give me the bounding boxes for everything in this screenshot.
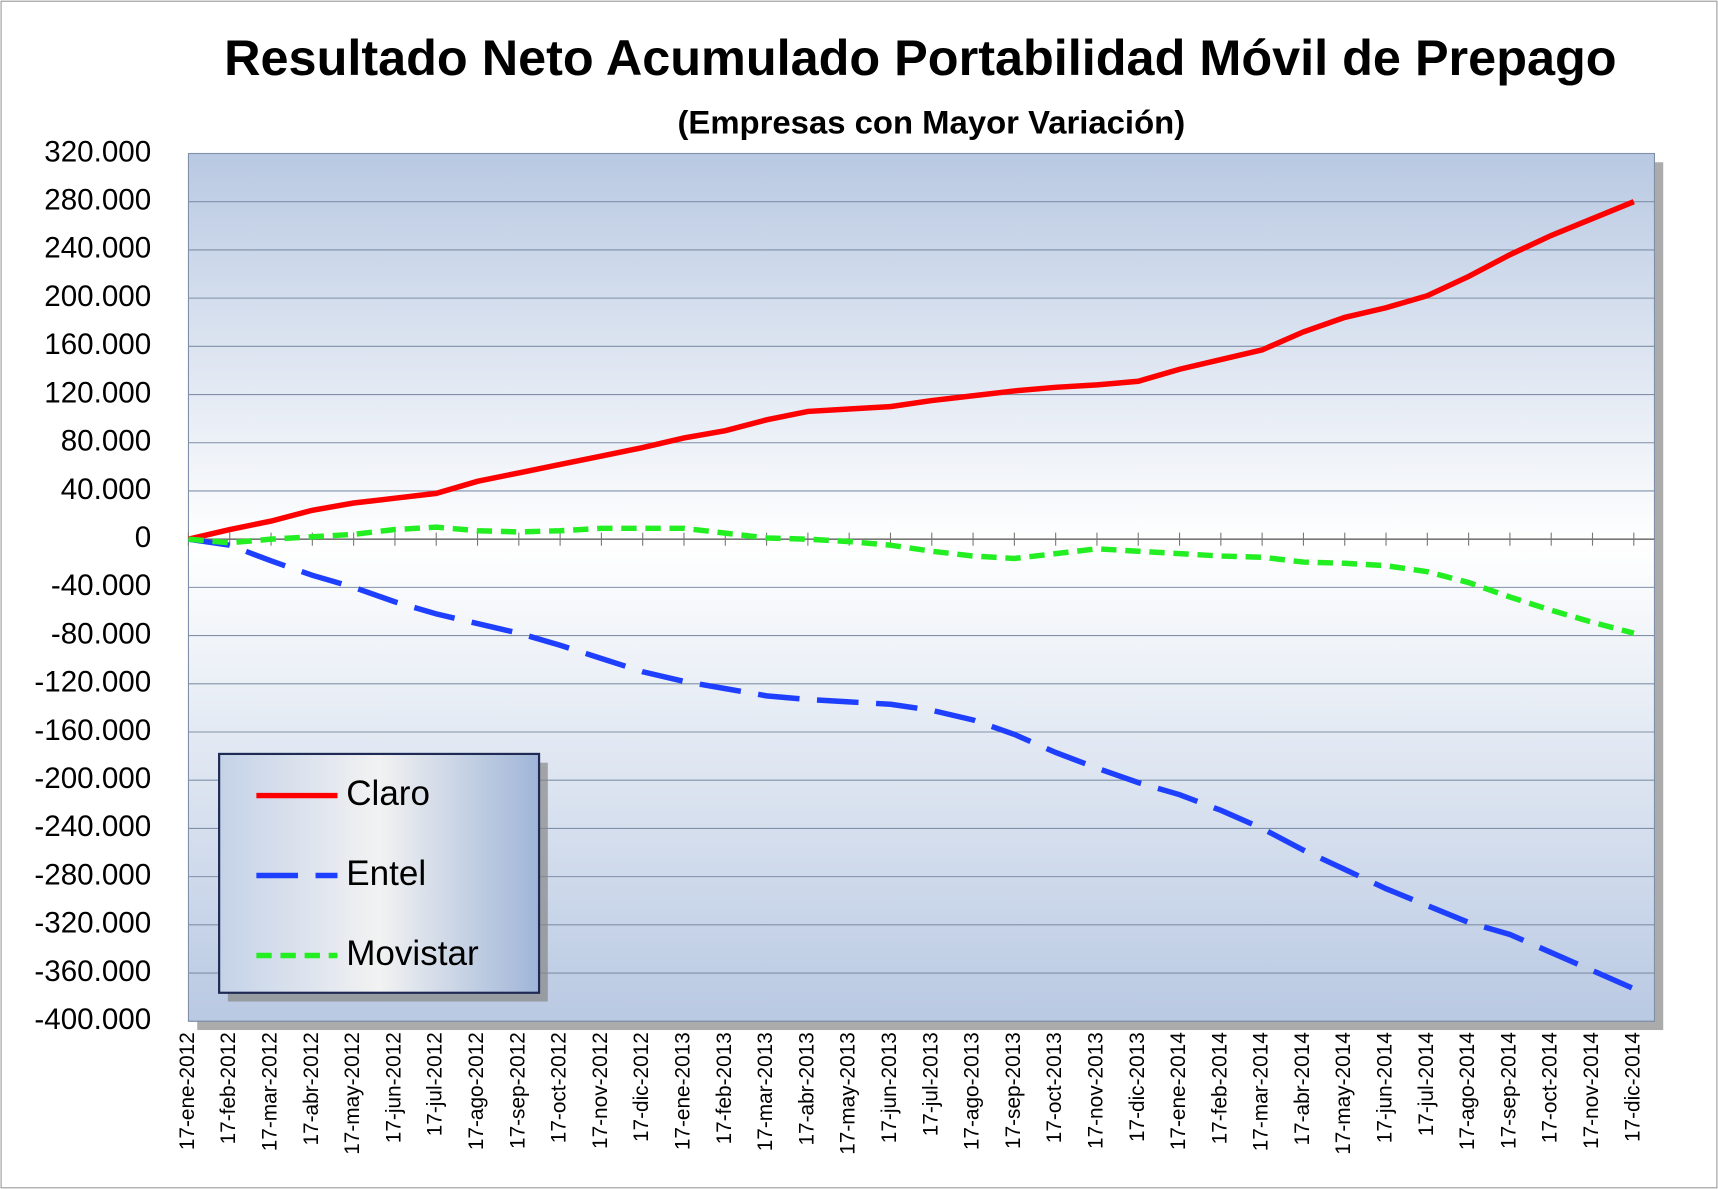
- x-tick-label: 17-ene-2014: [1167, 1032, 1190, 1150]
- x-tick-label: 17-abr-2012: [300, 1032, 323, 1145]
- x-tick-label: 17-ago-2013: [961, 1032, 984, 1150]
- legend-label: Movistar: [346, 934, 479, 973]
- y-tick-label: -120.000: [34, 666, 151, 699]
- y-tick-label: -40.000: [51, 569, 151, 602]
- x-tick-label: 17-sep-2012: [506, 1032, 529, 1149]
- x-tick-label: 17-may-2013: [837, 1032, 860, 1155]
- series-line: [187, 199, 1635, 542]
- y-tick-label: -360.000: [34, 955, 151, 988]
- y-tick-label: 160.000: [44, 328, 151, 361]
- chart-subtitle: (Empresas con Mayor Variación): [677, 104, 1185, 141]
- x-tick-label: 17-dic-2014: [1621, 1032, 1644, 1142]
- series-line: [188, 524, 1635, 636]
- y-tick-label: 0: [135, 521, 151, 554]
- y-tick-label: 280.000: [44, 184, 151, 217]
- y-tick-label: -320.000: [34, 907, 151, 940]
- x-tick-label: 17-feb-2012: [217, 1032, 240, 1144]
- x-tick-label: 17-ene-2012: [176, 1032, 199, 1150]
- x-tick-label: 17-dic-2013: [1126, 1032, 1149, 1142]
- x-tick-label: 17-oct-2014: [1539, 1032, 1562, 1143]
- x-tick-label: 17-ene-2013: [672, 1032, 695, 1150]
- y-tick-label: -240.000: [34, 810, 151, 843]
- y-tick-label: -160.000: [34, 714, 151, 747]
- legend-label: Claro: [346, 774, 430, 813]
- x-tick-label: 17-ago-2012: [465, 1032, 488, 1150]
- x-tick-label: 17-sep-2014: [1497, 1032, 1520, 1149]
- x-tick-label: 17-mar-2013: [754, 1032, 777, 1151]
- x-tick-label: 17-jun-2014: [1374, 1032, 1397, 1143]
- x-tick-label: 17-sep-2013: [1002, 1032, 1025, 1149]
- x-tick-label: 17-nov-2013: [1084, 1032, 1107, 1149]
- x-tick-label: 17-oct-2012: [548, 1032, 571, 1143]
- y-tick-label: -80.000: [51, 617, 151, 650]
- y-tick-label: 320.000: [44, 135, 151, 168]
- x-tick-label: 17-abr-2013: [795, 1032, 818, 1145]
- chart-title: Resultado Neto Acumulado Portabilidad Mó…: [224, 29, 1616, 86]
- x-tick-label: 17-dic-2012: [630, 1032, 653, 1142]
- x-tick-label: 17-may-2012: [341, 1032, 364, 1155]
- y-tick-label: -280.000: [34, 858, 151, 891]
- x-tick-label: 17-feb-2014: [1208, 1032, 1231, 1144]
- x-tick-label: 17-jul-2012: [424, 1032, 447, 1136]
- x-tick-label: 17-oct-2013: [1043, 1032, 1066, 1143]
- y-tick-label: 200.000: [44, 280, 151, 313]
- y-tick-label: 40.000: [61, 473, 151, 506]
- x-tick-label: 17-abr-2014: [1291, 1032, 1314, 1145]
- x-tick-label: 17-jul-2013: [919, 1032, 942, 1136]
- legend-label: Entel: [346, 854, 426, 893]
- series-line: [188, 536, 1635, 992]
- x-tick-label: 17-nov-2014: [1580, 1032, 1603, 1149]
- y-tick-label: -400.000: [34, 1003, 151, 1036]
- x-tick-label: 17-jun-2013: [878, 1032, 901, 1143]
- x-tick-label: 17-jul-2014: [1415, 1032, 1438, 1136]
- y-tick-label: 80.000: [61, 425, 151, 458]
- x-tick-label: 17-feb-2013: [713, 1032, 736, 1144]
- x-tick-label: 17-mar-2014: [1250, 1032, 1273, 1151]
- x-tick-label: 17-mar-2012: [259, 1032, 282, 1151]
- y-tick-label: 240.000: [44, 232, 151, 265]
- y-tick-label: 120.000: [44, 376, 151, 409]
- y-tick-label: -200.000: [34, 762, 151, 795]
- x-tick-label: 17-nov-2012: [589, 1032, 612, 1149]
- x-tick-label: 17-jun-2012: [382, 1032, 405, 1143]
- x-tick-label: 17-may-2014: [1332, 1032, 1355, 1155]
- x-tick-label: 17-ago-2014: [1456, 1032, 1479, 1150]
